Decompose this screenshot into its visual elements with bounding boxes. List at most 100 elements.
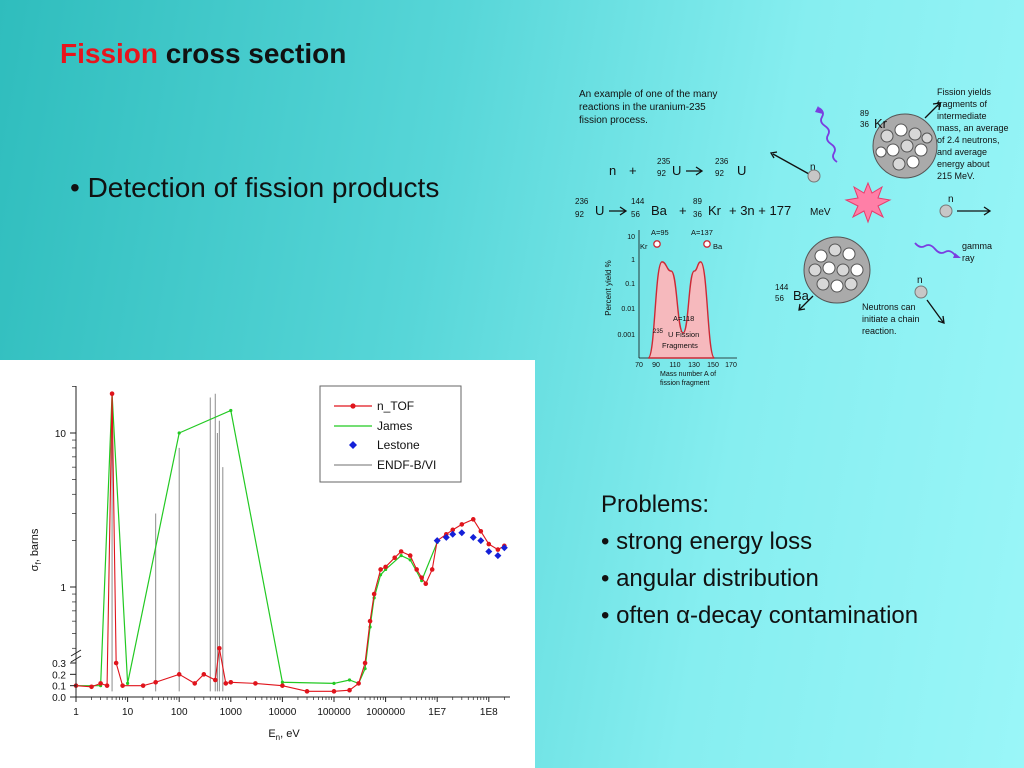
data-point-ntof bbox=[113, 660, 119, 666]
yield-curve bbox=[647, 261, 716, 359]
neutron-label: n bbox=[917, 275, 923, 286]
data-point-ntof bbox=[217, 645, 222, 651]
x-tick-label: 10000 bbox=[268, 707, 296, 718]
problem-item: • angular distribution bbox=[601, 565, 819, 592]
ba-charge-label: 56 bbox=[775, 294, 784, 303]
data-point-ntof bbox=[280, 683, 285, 688]
data-point-ntof bbox=[223, 681, 229, 686]
data-point-ntof bbox=[153, 679, 158, 685]
data-point-ntof bbox=[356, 681, 361, 686]
slide-title: Fission cross section bbox=[60, 38, 346, 70]
eq2-ba-charge: 56 bbox=[631, 210, 640, 219]
data-point-lestone bbox=[458, 529, 466, 537]
y-tick-label: 0.2 bbox=[52, 670, 66, 681]
mini-chart-xlabel: fission fragment bbox=[660, 380, 709, 387]
gamma-ray-label: gamma ray bbox=[962, 241, 995, 263]
eq2-kr-mass: 89 bbox=[693, 197, 702, 206]
mini-ba-label: Ba bbox=[713, 242, 723, 251]
data-point-ntof bbox=[253, 681, 258, 686]
arrow-icon bbox=[926, 299, 945, 324]
eq1-u235-mass: 235 bbox=[657, 157, 671, 166]
data-point-ntof bbox=[201, 672, 207, 677]
title-accent: Fission bbox=[60, 38, 159, 69]
mini-xtick: 130 bbox=[688, 362, 700, 369]
x-tick-label: 10 bbox=[122, 707, 134, 718]
data-point-ntof bbox=[414, 567, 419, 572]
eq1-neutron: n bbox=[609, 163, 616, 178]
fission-yields-note: Fission yields fragments of intermediate… bbox=[937, 87, 1011, 181]
data-point-ntof bbox=[228, 679, 234, 685]
data-point-james bbox=[229, 408, 233, 413]
mini-ytick: 1 bbox=[631, 257, 635, 264]
fission-flash-icon bbox=[844, 181, 892, 224]
eq2-u236-symbol: U bbox=[595, 203, 604, 218]
legend-marker-lestone bbox=[349, 441, 357, 449]
data-point-ntof bbox=[470, 517, 476, 522]
problem-item: • often α-decay contamination bbox=[601, 602, 919, 629]
arrow-icon bbox=[769, 151, 810, 175]
data-point-james bbox=[363, 667, 367, 671]
ba-symbol-label: Ba bbox=[793, 288, 810, 303]
mini-peak-right-label: A=137 bbox=[691, 228, 713, 237]
x-tick-label: 1000 bbox=[220, 707, 243, 718]
data-point-ntof bbox=[362, 660, 368, 666]
arrow-icon bbox=[924, 102, 941, 119]
gamma-ray-wave-icon bbox=[818, 107, 838, 163]
cross-section-chart: 1 10 100 1000 10000 100000 1000000 1E7 1E8 10 1 0.3… bbox=[0, 360, 535, 768]
data-point-ntof bbox=[495, 547, 501, 552]
data-point-ntof bbox=[89, 684, 94, 690]
data-point-ntof bbox=[120, 683, 125, 688]
main-bullet: • Detection of fission products bbox=[70, 172, 440, 203]
mini-ytick: 0.01 bbox=[621, 306, 635, 313]
problem-item: • strong energy loss bbox=[601, 528, 813, 555]
data-point-james bbox=[126, 681, 130, 685]
x-tick-label: 1 bbox=[73, 707, 79, 718]
data-point-ntof bbox=[429, 567, 435, 572]
kr-symbol-label: Kr bbox=[874, 116, 888, 131]
data-point-james bbox=[408, 558, 412, 562]
data-point-james bbox=[399, 553, 403, 558]
x-axis-title: En, eV bbox=[268, 728, 300, 742]
data-point-ntof bbox=[378, 567, 383, 572]
legend-label-endf: ENDF-B/VI bbox=[377, 458, 436, 472]
data-point-ntof bbox=[423, 581, 429, 587]
eq1-u235-symbol: U bbox=[672, 163, 681, 178]
yield-mini-chart: Percent yield % 10 1 0.1 0.01 0.001 A=95… bbox=[604, 228, 737, 387]
y-tick-label: 10 bbox=[55, 429, 67, 440]
x-tick-label: 1E8 bbox=[480, 707, 498, 718]
arrow-icon bbox=[798, 295, 814, 311]
kr-mass-label: 89 bbox=[860, 109, 869, 118]
data-point-lestone bbox=[449, 530, 457, 538]
x-tick-label: 100 bbox=[171, 707, 188, 718]
reaction-equation-1: n + 235 92 U 236 92 U bbox=[609, 157, 746, 178]
data-point-ntof bbox=[304, 689, 310, 694]
legend-label-ntof: n_TOF bbox=[377, 399, 414, 413]
data-point-ntof bbox=[331, 689, 337, 694]
data-point-ntof bbox=[212, 677, 218, 683]
x-tick-label: 100000 bbox=[317, 707, 351, 718]
data-point-ntof bbox=[367, 618, 373, 624]
data-point-ntof bbox=[192, 681, 198, 686]
arrow-icon bbox=[953, 253, 961, 258]
data-point-ntof bbox=[486, 541, 492, 547]
legend-label-james: James bbox=[377, 419, 412, 433]
y-axis-title: σf, barns bbox=[29, 528, 43, 571]
data-point-lestone bbox=[477, 537, 485, 545]
eq2-kr-symbol: Kr bbox=[708, 203, 722, 218]
ba-peak-marker bbox=[703, 240, 711, 248]
chart-legend: n_TOF James Lestone ENDF-B/VI bbox=[319, 385, 462, 483]
data-point-ntof bbox=[98, 681, 103, 686]
mini-chart-xlabel: Mass number A of bbox=[660, 371, 716, 378]
y-tick-label: 0.1 bbox=[52, 682, 66, 693]
eq1-u236-symbol: U bbox=[737, 163, 746, 178]
data-point-ntof bbox=[392, 555, 397, 560]
ba-nucleus-icon bbox=[803, 236, 871, 304]
x-tick-label: 1E7 bbox=[428, 707, 446, 718]
data-point-ntof bbox=[478, 528, 484, 534]
data-point-lestone bbox=[442, 533, 450, 541]
data-point-james bbox=[280, 680, 284, 684]
mini-peak-left-label: A=95 bbox=[651, 228, 669, 237]
mini-caption: Fragments bbox=[662, 341, 698, 350]
data-point-lestone bbox=[469, 533, 477, 541]
data-point-james bbox=[332, 681, 336, 685]
